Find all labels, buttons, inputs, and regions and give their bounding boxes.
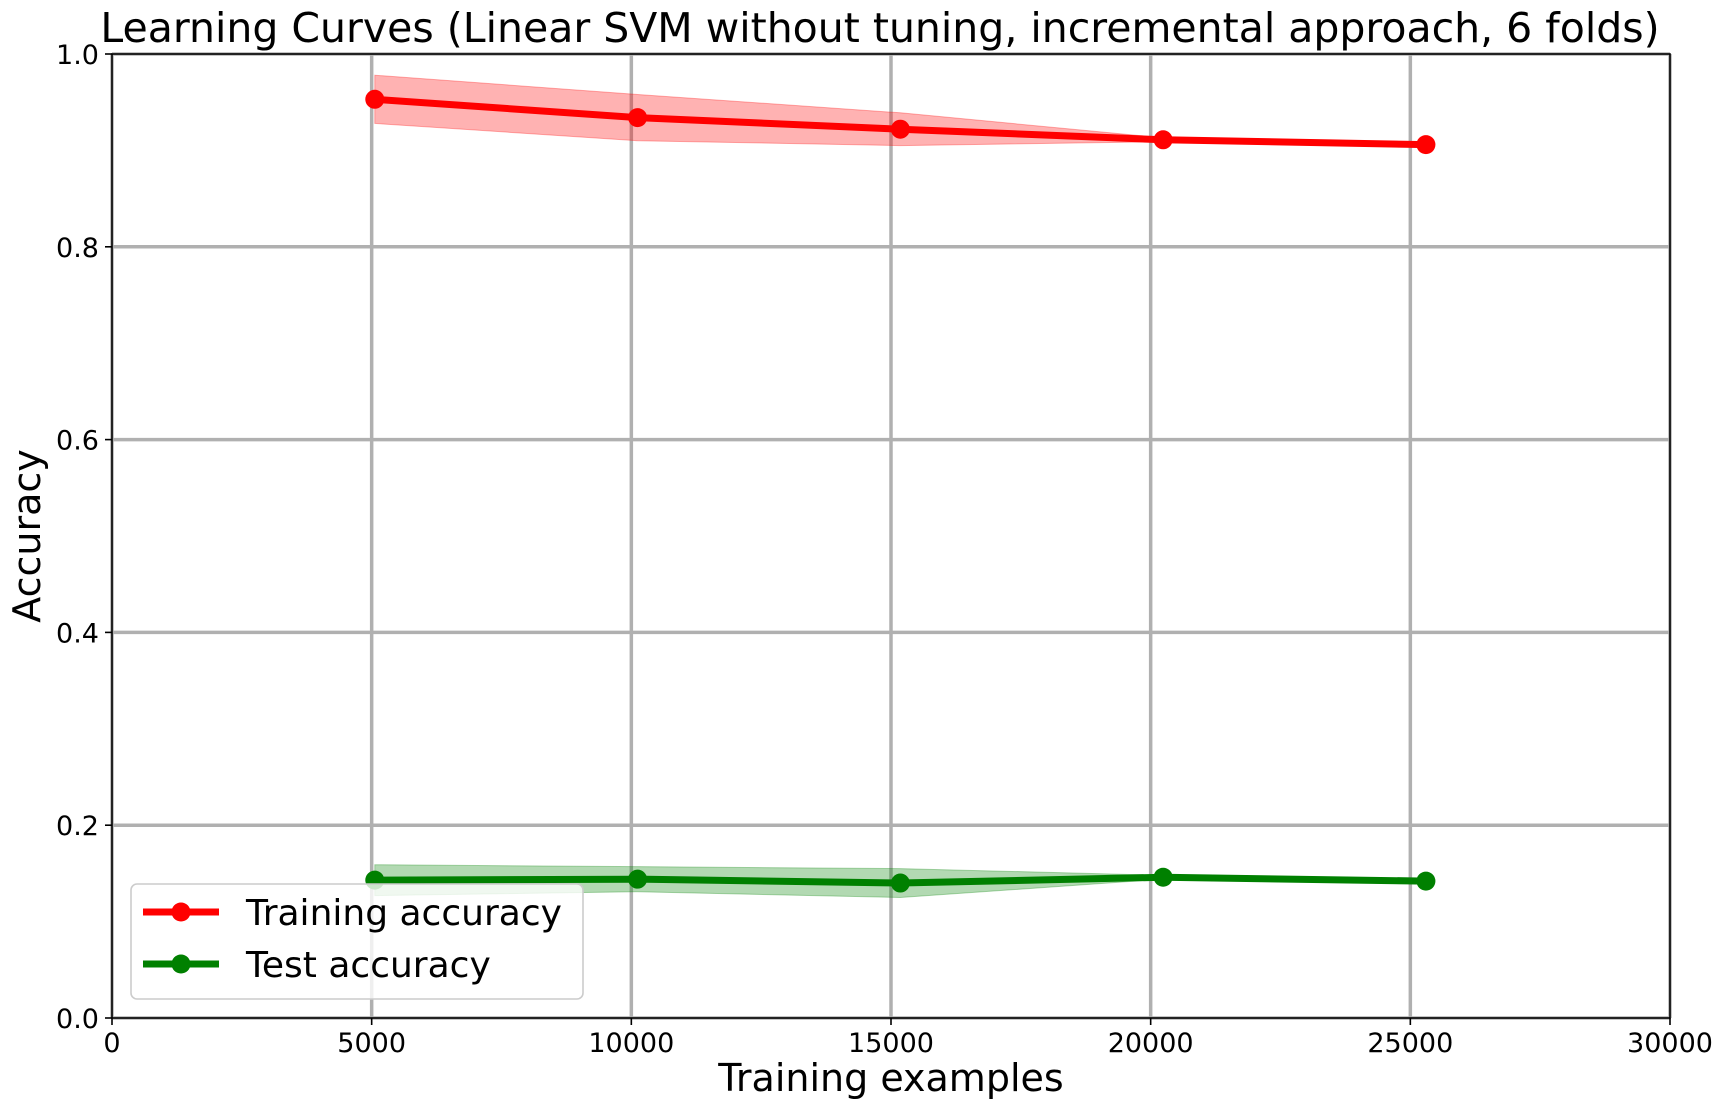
x-tick-label: 15000 — [848, 1028, 934, 1059]
x-tick-label: 30000 — [1627, 1028, 1713, 1059]
axis-ticks: 0 5000 10000 15000 20000 25000 30000 0.0 0.2 0.4 0… — [56, 40, 1713, 1059]
chart-title: Learning Curves (Linear SVM without tuni… — [100, 4, 1659, 52]
training-accuracy-point — [1416, 135, 1436, 155]
training-legend-label: Training accuracy — [245, 893, 562, 934]
y-axis-label: Accuracy — [5, 449, 49, 623]
series-markers — [365, 89, 1436, 893]
test-accuracy-point — [890, 873, 910, 893]
training-accuracy-point — [890, 119, 910, 139]
training-accuracy-point — [1153, 130, 1173, 150]
x-axis-label: Training examples — [717, 1056, 1063, 1100]
x-tick-label: 0 — [103, 1028, 120, 1059]
legend-box — [130, 883, 584, 1000]
test-accuracy-point — [1416, 871, 1436, 891]
y-tick-label: 0.8 — [56, 233, 99, 264]
x-tick-label: 10000 — [588, 1028, 674, 1059]
legend: Training accuracy Test accuracy — [130, 883, 584, 1000]
y-tick-label: 0.6 — [56, 426, 99, 457]
y-tick-label: 1.0 — [56, 40, 99, 71]
test-accuracy-point — [1153, 867, 1173, 887]
test-legend-label: Test accuracy — [245, 945, 491, 986]
y-tick-label: 0.0 — [56, 1004, 99, 1035]
x-tick-label: 25000 — [1367, 1028, 1453, 1059]
test-legend-marker — [171, 954, 191, 974]
test-accuracy-point — [628, 869, 648, 889]
y-tick-label: 0.4 — [56, 618, 99, 649]
x-tick-label: 5000 — [337, 1028, 406, 1059]
training-accuracy-point — [628, 108, 648, 128]
y-tick-label: 0.2 — [56, 811, 99, 842]
x-tick-label: 20000 — [1108, 1028, 1194, 1059]
training-legend-marker — [171, 902, 191, 922]
training-accuracy-point — [365, 89, 385, 109]
